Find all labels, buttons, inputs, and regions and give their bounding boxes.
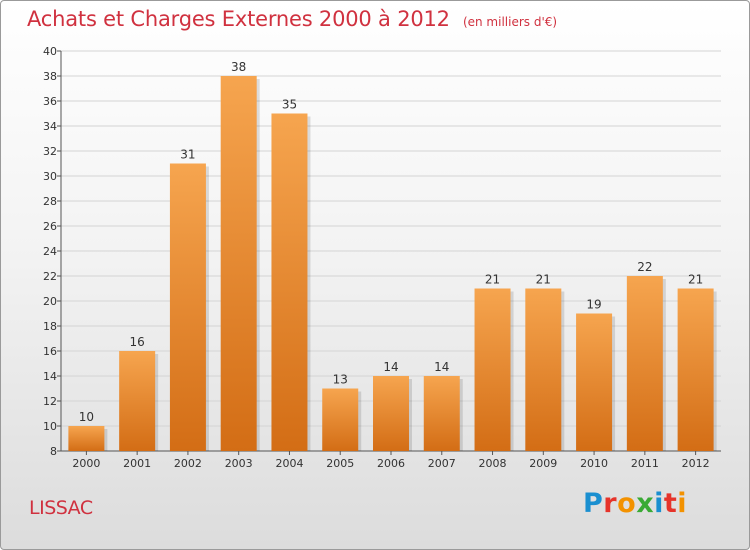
x-tick-label: 2000 <box>72 457 100 470</box>
y-tick-label: 26 <box>43 220 57 233</box>
bar <box>119 351 156 451</box>
bar <box>373 376 409 451</box>
x-tick-label: 2004 <box>275 457 303 470</box>
chart-subtitle: (en milliers d'€) <box>462 15 558 29</box>
logo-letter: x <box>636 488 655 519</box>
data-label: 10 <box>79 410 94 424</box>
y-tick-label: 24 <box>43 245 57 258</box>
y-tick-label: 34 <box>43 120 57 133</box>
chart-title: Achats et Charges Externes 2000 à 2012 <box>27 7 450 31</box>
y-tick-label: 38 <box>43 70 57 83</box>
x-tick-label: 2002 <box>174 457 202 470</box>
x-tick-label: 2007 <box>428 457 456 470</box>
y-tick-label: 28 <box>43 195 57 208</box>
bar <box>626 276 663 451</box>
bar <box>169 163 206 451</box>
y-tick-label: 40 <box>43 45 57 58</box>
data-label: 21 <box>688 273 703 287</box>
bar <box>271 113 308 451</box>
bar <box>322 388 359 451</box>
y-tick-label: 36 <box>43 95 57 108</box>
data-label: 19 <box>586 298 601 312</box>
bar <box>423 376 460 451</box>
bar <box>576 313 613 451</box>
bar <box>525 288 562 451</box>
logo-letter: t <box>663 488 678 519</box>
data-label: 14 <box>383 360 398 374</box>
data-label: 31 <box>180 148 195 162</box>
y-tick-label: 30 <box>43 170 57 183</box>
x-tick-label: 2011 <box>631 457 659 470</box>
proxiti-logo: Proxiti <box>583 488 687 519</box>
data-label: 21 <box>536 273 551 287</box>
data-label: 16 <box>130 335 145 349</box>
y-tick-label: 8 <box>50 445 57 458</box>
bar <box>68 426 105 451</box>
x-tick-label: 2010 <box>580 457 608 470</box>
y-tick-label: 10 <box>43 420 57 433</box>
y-tick-label: 22 <box>43 270 57 283</box>
y-tick-label: 14 <box>43 370 57 383</box>
logo-letter: r <box>603 488 618 519</box>
x-tick-label: 2001 <box>123 457 151 470</box>
x-tick-label: 2006 <box>377 457 405 470</box>
x-tick-label: 2009 <box>529 457 557 470</box>
bar <box>474 288 511 451</box>
logo-letter: P <box>583 488 604 519</box>
data-label: 38 <box>231 60 246 74</box>
chart-title-block: Achats et Charges Externes 2000 à 2012 (… <box>27 7 557 31</box>
data-label: 13 <box>333 373 348 387</box>
y-tick-label: 32 <box>43 145 57 158</box>
city-label: LISSAC <box>29 497 93 519</box>
x-tick-label: 2012 <box>682 457 710 470</box>
x-tick-label: 2003 <box>225 457 253 470</box>
y-tick-label: 12 <box>43 395 57 408</box>
bar <box>677 288 714 451</box>
y-tick-label: 18 <box>43 320 57 333</box>
data-label: 35 <box>282 98 297 112</box>
data-label: 22 <box>637 260 652 274</box>
y-tick-label: 16 <box>43 345 57 358</box>
y-tick-label: 20 <box>43 295 57 308</box>
bar <box>220 76 257 451</box>
logo-letter: o <box>617 488 637 519</box>
data-label: 14 <box>434 360 449 374</box>
logo-letter: i <box>654 488 664 519</box>
x-tick-label: 2005 <box>326 457 354 470</box>
logo-letter: i <box>677 488 688 519</box>
data-label: 21 <box>485 273 500 287</box>
x-tick-label: 2008 <box>479 457 507 470</box>
